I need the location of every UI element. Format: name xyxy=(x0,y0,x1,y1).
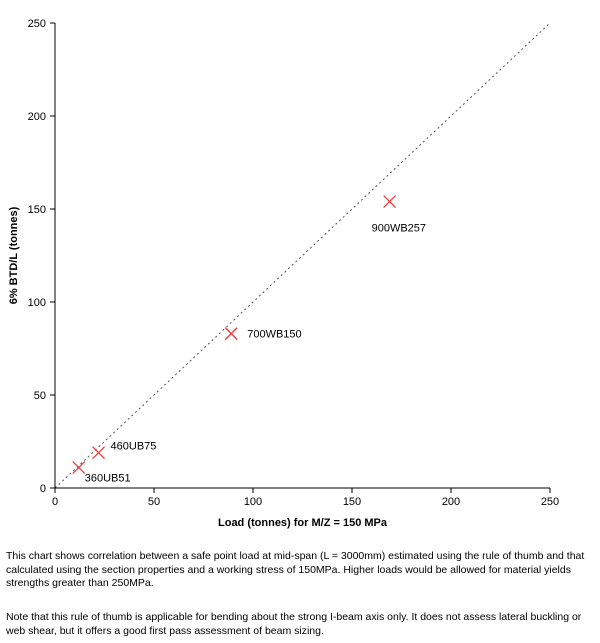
caption-paragraph-1: This chart shows correlation between a s… xyxy=(6,550,585,589)
y-tick-label: 100 xyxy=(28,297,46,309)
x-axis-title: Load (tonnes) for M/Z = 150 MPa xyxy=(218,517,388,529)
data-point: 460UB75 xyxy=(92,441,157,460)
x-tick-label: 0 xyxy=(52,496,58,508)
x-tick-label: 50 xyxy=(148,496,160,508)
point-marker-stroke xyxy=(224,327,238,341)
y-tick-label: 200 xyxy=(28,111,46,123)
x-tick-label: 150 xyxy=(343,496,361,508)
data-point: 360UB51 xyxy=(72,461,131,485)
data-points: 360UB51 460UB75 700WB150 900WB257 xyxy=(72,195,426,485)
caption-paragraph-2: Note that this rule of thumb is applicab… xyxy=(6,611,582,637)
y-tick-label: 0 xyxy=(40,483,46,495)
data-point: 700WB150 xyxy=(224,327,302,341)
reference-line xyxy=(54,22,551,489)
point-label: 700WB150 xyxy=(247,329,301,341)
point-label: 460UB75 xyxy=(111,441,157,453)
point-marker-stroke xyxy=(383,195,397,209)
data-point: 900WB257 xyxy=(372,195,426,235)
y-tick-label: 50 xyxy=(34,390,46,402)
y-tick-label: 150 xyxy=(28,204,46,216)
axis-ticks: 0 50 100 150 200 250 0 50 100 150 200 250 xyxy=(28,18,560,508)
x-tick-label: 200 xyxy=(442,496,460,508)
y-tick-label: 250 xyxy=(28,18,46,30)
y-axis-title: 6% BTD/L (tonnes) xyxy=(8,206,20,304)
scatter-chart: 0 50 100 150 200 250 0 50 100 150 200 250 360UB51 46… xyxy=(8,18,560,529)
x-tick-label: 100 xyxy=(244,496,262,508)
point-label: 900WB257 xyxy=(372,223,426,235)
point-marker-stroke xyxy=(92,446,106,460)
x-tick-label: 250 xyxy=(541,496,559,508)
point-label: 360UB51 xyxy=(85,473,131,485)
point-marker-stroke xyxy=(72,461,86,474)
